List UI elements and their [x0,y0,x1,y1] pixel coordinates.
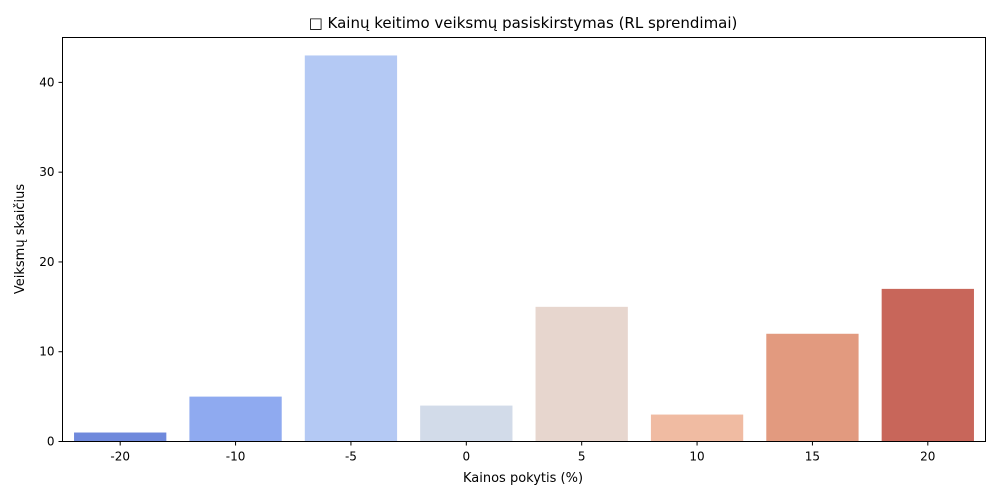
bar-20 [881,288,974,442]
x-tick-label: 0 [462,450,470,464]
bar--10 [189,396,282,442]
missing-glyph-icon: □ [309,14,328,32]
x-axis-ticks: -20 -10 -5 0 5 10 15 20 [110,441,935,464]
x-tick-label: -5 [345,450,357,464]
chart-title: □ Kainų keitimo veiksmų pasiskirstymas (… [309,14,738,32]
y-tick-label: 40 [39,75,54,89]
y-tick-label: 30 [39,165,54,179]
x-tick-label: 10 [689,450,704,464]
y-tick-label: 20 [39,255,54,269]
y-axis-label: Veiksmų skaičius [13,184,28,294]
bar--5 [304,55,398,442]
y-axis-ticks: 0 10 20 30 40 [39,75,63,449]
x-axis-label: Kainos pokytis (%) [463,471,583,486]
x-tick-label: 15 [805,450,820,464]
bar-5 [535,306,628,442]
bar-15 [766,333,859,442]
plot-frame [62,37,986,442]
x-tick-label: 5 [578,450,586,464]
x-tick-label: 20 [920,450,935,464]
y-tick-label: 0 [47,435,55,449]
y-tick-label: 10 [39,345,54,359]
bars-group [74,55,974,442]
bar-0 [420,405,513,442]
bar--20 [74,432,167,442]
bar-10 [650,414,744,442]
x-tick-label: -10 [226,450,246,464]
x-tick-label: -20 [110,450,130,464]
